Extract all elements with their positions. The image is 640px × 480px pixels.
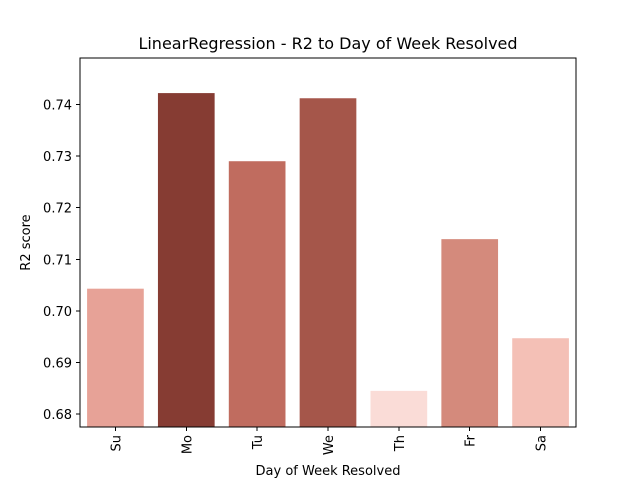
x-tick-label-mo: Mo — [180, 435, 195, 454]
bar-tu — [228, 161, 286, 427]
y-tick-label: 0.68 — [43, 408, 72, 423]
bar-sa — [512, 338, 569, 427]
x-tick-label-sa: Sa — [535, 435, 550, 451]
y-tick-label: 0.69 — [43, 356, 72, 371]
x-tick-label-tu: Tu — [251, 435, 266, 450]
y-tick-label: 0.72 — [43, 202, 72, 217]
x-tick-label-we: We — [322, 435, 337, 455]
bar-su — [87, 288, 144, 427]
y-axis: 0.68 0.69 0.70 0.71 0.72 0.73 0.74 — [43, 98, 80, 423]
chart-title: LinearRegression - R2 to Day of Week Res… — [138, 34, 517, 53]
plot-frame — [79, 57, 577, 428]
y-tick-label: 0.73 — [43, 150, 72, 165]
x-axis: Su Mo Tu We Th Fr Sa — [109, 427, 550, 455]
x-axis-label: Day of Week Resolved — [256, 464, 401, 479]
bars-group — [87, 93, 569, 428]
x-tick-label-su: Su — [109, 435, 124, 452]
bar-fr — [441, 239, 499, 427]
x-tick-label-fr: Fr — [464, 434, 479, 447]
bar-mo — [157, 93, 215, 428]
y-tick-label: 0.71 — [43, 253, 72, 268]
y-tick-label: 0.74 — [43, 98, 72, 113]
x-tick-label-th: Th — [393, 435, 408, 452]
y-tick-label: 0.70 — [43, 305, 72, 320]
y-axis-label: R2 score — [19, 214, 34, 270]
bar-we — [299, 98, 357, 427]
bar-th — [370, 390, 428, 427]
